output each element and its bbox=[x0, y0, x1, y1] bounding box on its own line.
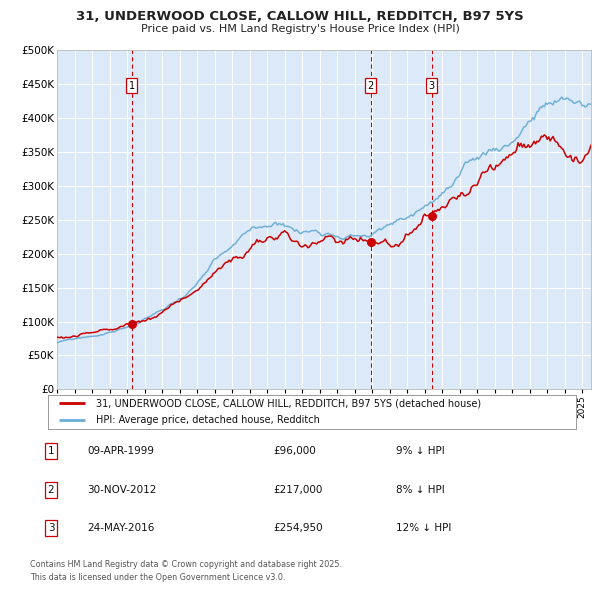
Text: 9% ↓ HPI: 9% ↓ HPI bbox=[396, 447, 445, 456]
Text: 2: 2 bbox=[368, 81, 374, 91]
Text: 31, UNDERWOOD CLOSE, CALLOW HILL, REDDITCH, B97 5YS: 31, UNDERWOOD CLOSE, CALLOW HILL, REDDIT… bbox=[76, 10, 524, 23]
Text: 3: 3 bbox=[428, 81, 435, 91]
Text: 1: 1 bbox=[128, 81, 135, 91]
Text: 3: 3 bbox=[47, 523, 55, 533]
Text: 2: 2 bbox=[47, 485, 55, 494]
Text: 30-NOV-2012: 30-NOV-2012 bbox=[87, 485, 157, 494]
Text: HPI: Average price, detached house, Redditch: HPI: Average price, detached house, Redd… bbox=[95, 415, 319, 425]
Text: £217,000: £217,000 bbox=[273, 485, 322, 494]
Text: £96,000: £96,000 bbox=[273, 447, 316, 456]
Text: Contains HM Land Registry data © Crown copyright and database right 2025.
This d: Contains HM Land Registry data © Crown c… bbox=[30, 560, 342, 582]
Text: Price paid vs. HM Land Registry's House Price Index (HPI): Price paid vs. HM Land Registry's House … bbox=[140, 25, 460, 34]
Text: 24-MAY-2016: 24-MAY-2016 bbox=[87, 523, 154, 533]
Text: 1: 1 bbox=[47, 447, 55, 456]
Text: £254,950: £254,950 bbox=[273, 523, 323, 533]
Text: 8% ↓ HPI: 8% ↓ HPI bbox=[396, 485, 445, 494]
Text: 12% ↓ HPI: 12% ↓ HPI bbox=[396, 523, 451, 533]
Text: 09-APR-1999: 09-APR-1999 bbox=[87, 447, 154, 456]
Text: 31, UNDERWOOD CLOSE, CALLOW HILL, REDDITCH, B97 5YS (detached house): 31, UNDERWOOD CLOSE, CALLOW HILL, REDDIT… bbox=[95, 398, 481, 408]
